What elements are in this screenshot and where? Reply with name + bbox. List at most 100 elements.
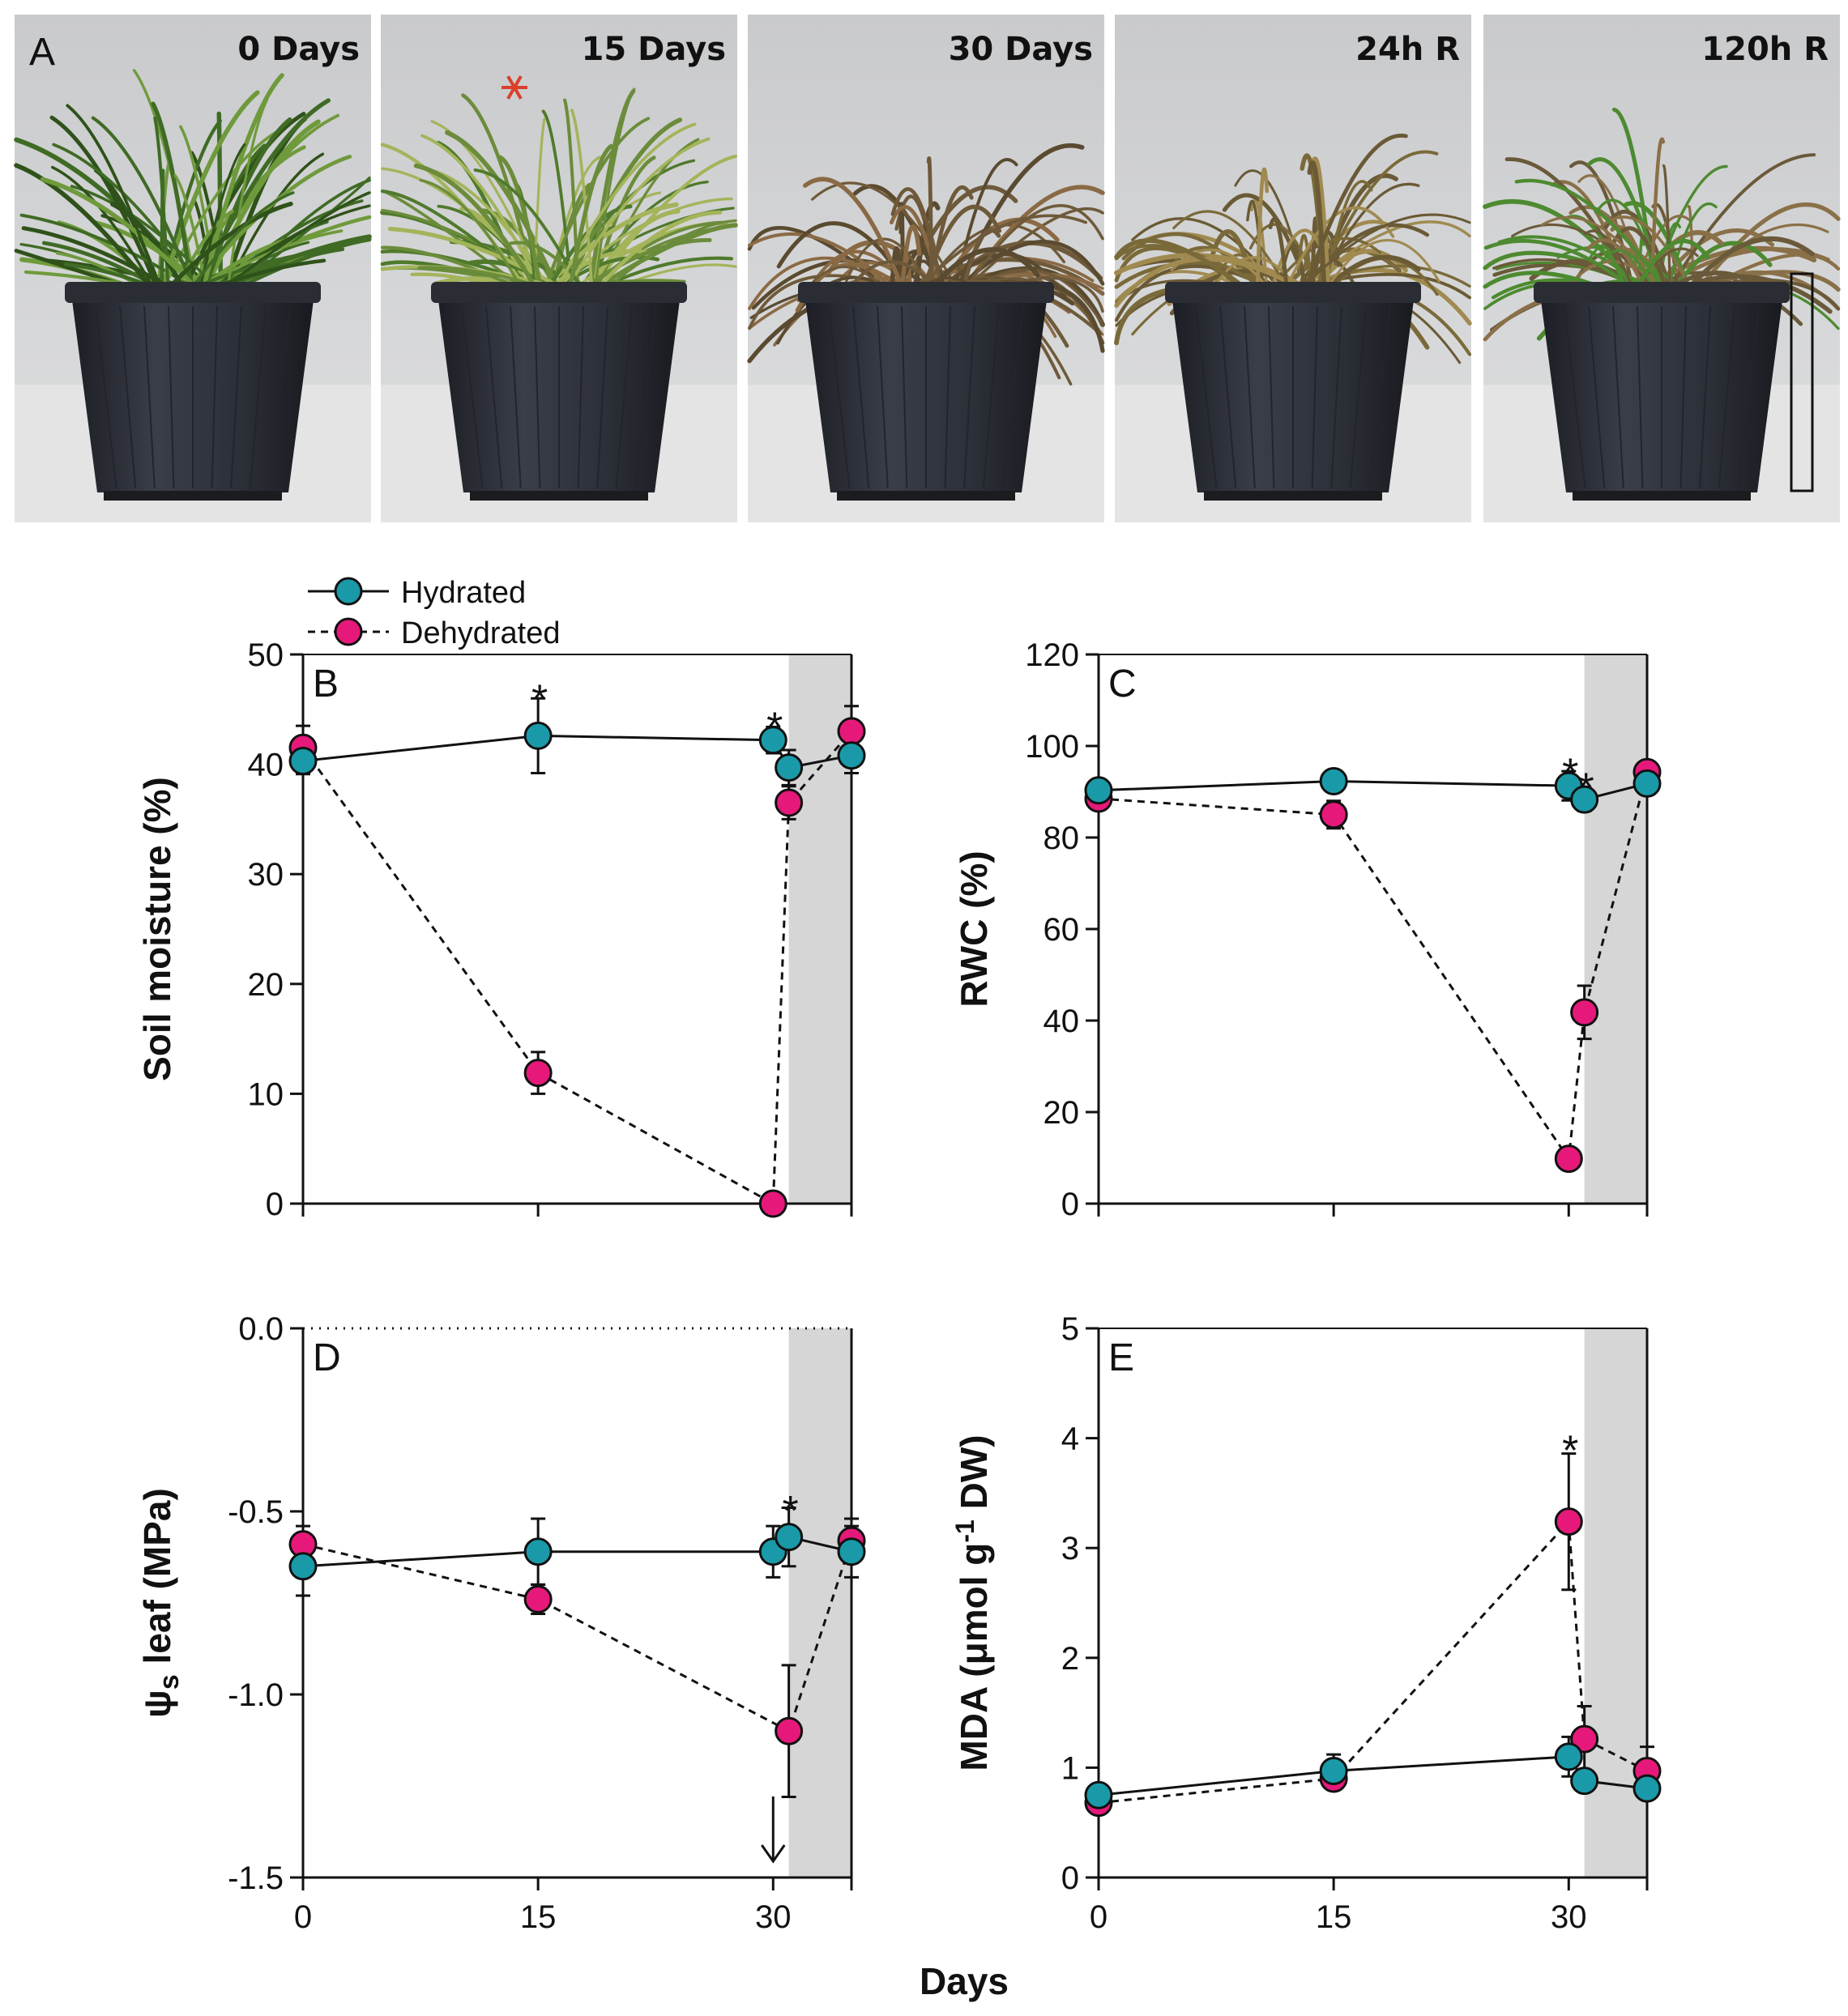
x-tick-label: 30 [755, 1899, 792, 1935]
data-point-dehydrated [1554, 1144, 1583, 1174]
x-tick-label: 30 [1551, 1899, 1587, 1935]
data-point-hydrated [1319, 1756, 1348, 1785]
pot-rib [1699, 305, 1711, 489]
y-tick-label: 0 [1061, 1860, 1079, 1896]
leaf [420, 134, 548, 300]
y-tick-label: 2 [1061, 1641, 1079, 1677]
pot-rib [249, 305, 267, 489]
leaf [1268, 216, 1290, 300]
leaf [592, 87, 636, 300]
data-point-hydrated [775, 1523, 804, 1552]
panel-letter: E [1108, 1336, 1134, 1379]
pot-rib [1330, 305, 1342, 489]
x-tick-label: 15 [1316, 1899, 1352, 1935]
leaf [954, 207, 1104, 300]
leaf [958, 204, 1104, 300]
pot-rib [828, 305, 851, 489]
data-point-dehydrated [775, 1716, 804, 1745]
photo-panel: 15 Days [380, 15, 738, 522]
pot-base [1204, 491, 1382, 501]
leaf [594, 219, 737, 300]
leaf [91, 116, 199, 300]
leaf [1292, 213, 1471, 300]
pot-rib [982, 305, 1000, 489]
pot-base [470, 491, 648, 501]
significance-asterisk: * [531, 676, 548, 723]
pot-base [1573, 491, 1751, 501]
pot-rib [634, 305, 657, 489]
pot-base [104, 491, 282, 501]
photo-label: 0 Days [237, 31, 360, 68]
significance-asterisk: * [783, 1488, 799, 1535]
data-point-dehydrated [1319, 800, 1348, 829]
leaf [889, 205, 943, 300]
leaf [198, 73, 284, 300]
y-tick-label: 1 [1061, 1750, 1079, 1786]
pot-rim [1534, 282, 1790, 303]
series-line-dehydrated [1099, 771, 1647, 1162]
pot-rib [1268, 305, 1275, 489]
data-point-hydrated [1084, 776, 1113, 805]
leaf [1678, 236, 1815, 300]
leaf [208, 191, 371, 300]
data-point-hydrated [288, 747, 318, 776]
photo-panel: 120h R [1483, 15, 1841, 522]
pot-rib [1588, 305, 1606, 489]
leaf [1511, 224, 1662, 300]
significance-asterisk: * [766, 704, 783, 751]
leaf [1688, 224, 1829, 300]
y-tick-label: 30 [248, 857, 284, 893]
data-point-dehydrated [758, 1189, 787, 1218]
leaf [110, 202, 192, 300]
leaf [132, 69, 200, 300]
significance-asterisk: * [1578, 765, 1594, 812]
leaf [898, 224, 922, 300]
arrow-head-icon [761, 1844, 786, 1864]
photo-panel: A 0 Days [14, 15, 372, 522]
recovery-shade [1584, 654, 1647, 1204]
photo-label: 30 Days [949, 31, 1093, 68]
flower-petal [513, 87, 523, 100]
pot-rib [211, 305, 218, 489]
y-axis-title: RWC (%) [953, 850, 995, 1007]
pot-rib [877, 305, 889, 489]
leaf [566, 143, 613, 300]
pot-rim [1165, 282, 1421, 303]
panel-letter: C [1108, 663, 1137, 705]
y-tick-label: 5 [1061, 1311, 1079, 1347]
legend-entry-hydrated: Hydrated [308, 576, 526, 610]
leaf [1662, 164, 1672, 300]
leaf [413, 163, 544, 300]
data-point-dehydrated [837, 717, 866, 746]
legend-marker-hydrated [334, 577, 363, 606]
legend-label-dehydrated: Dehydrated [401, 616, 560, 650]
data-point-dehydrated [1554, 1507, 1583, 1537]
recovery-shade [788, 1328, 851, 1877]
leaf [889, 246, 903, 300]
data-point-hydrated [775, 753, 804, 782]
leaf [908, 214, 1088, 300]
flower-petal [506, 75, 516, 88]
pot-rib [168, 305, 175, 489]
leaf [199, 117, 292, 300]
y-tick-label: 120 [1025, 637, 1079, 673]
data-point-hydrated [288, 1552, 318, 1581]
pot-rib [944, 305, 951, 489]
flower-petal [506, 87, 516, 100]
plot-area [1099, 771, 1647, 1162]
leaf [890, 187, 945, 300]
leaf [1319, 239, 1440, 300]
significance-asterisk: * [1562, 1427, 1578, 1474]
y-tick-label: 80 [1044, 820, 1080, 856]
legend-label-hydrated: Hydrated [401, 576, 526, 610]
pot-rib [461, 305, 484, 489]
legend-entry-dehydrated: Dehydrated [308, 616, 560, 650]
leaf [1649, 137, 1666, 300]
y-axis-title: Soil moisture (%) [136, 777, 178, 1081]
pot-rim [431, 282, 687, 303]
pot-rib [963, 305, 975, 489]
y-tick-label: -1.5 [228, 1860, 284, 1896]
scale-bar [1790, 272, 1814, 492]
data-point-hydrated [1570, 1767, 1599, 1796]
pot-rib [1637, 305, 1644, 489]
